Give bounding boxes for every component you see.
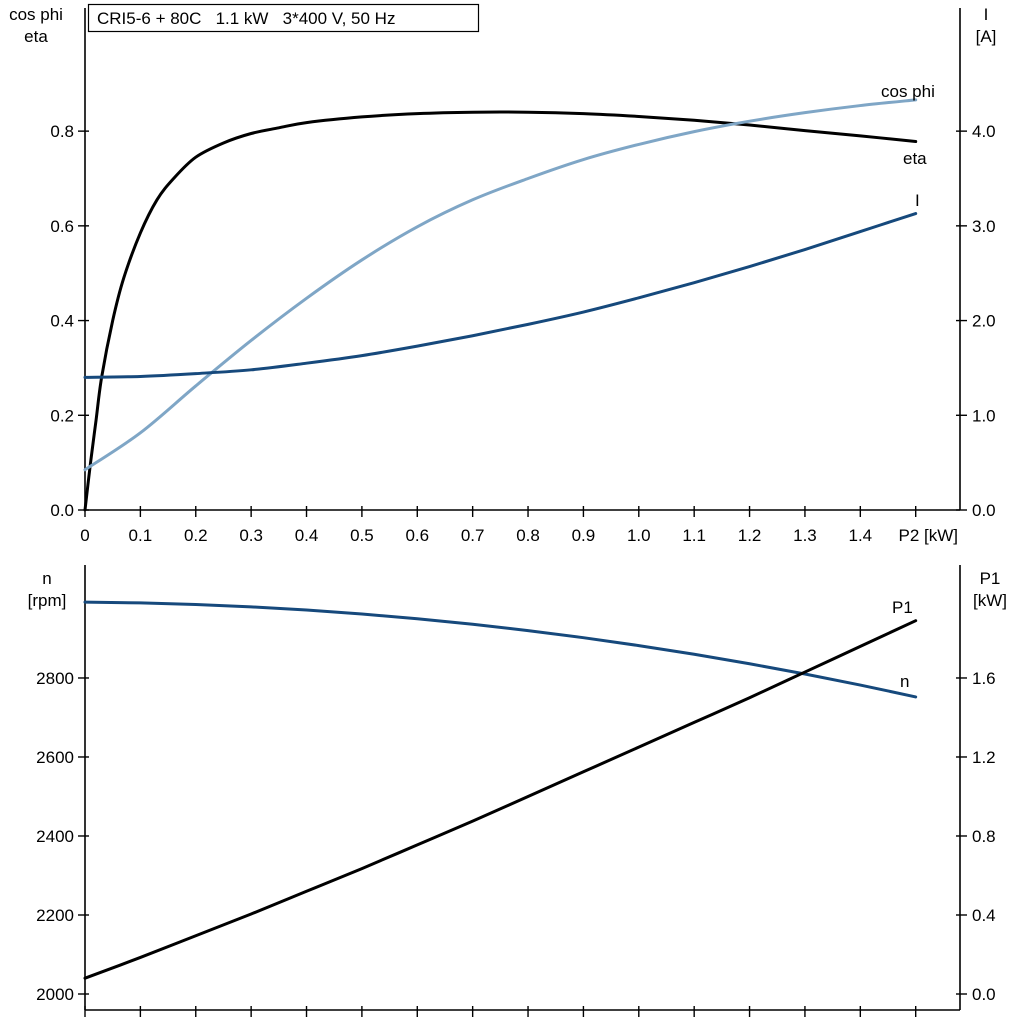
bottom-right-axis-title-line1: P1 (980, 569, 1001, 588)
x-tick-label: 0.5 (350, 526, 374, 545)
x-tick-label: 0.8 (516, 526, 540, 545)
cos-phi-curve-label: cos phi (881, 82, 935, 101)
left-tick-label: 0.6 (50, 217, 74, 236)
right-tick-label: 1.2 (972, 748, 996, 767)
right-tick-label: 2.0 (972, 312, 996, 331)
top-right-axis-title-line1: I (984, 5, 989, 24)
top-left-axis-title-line1: cos phi (9, 5, 63, 24)
left-tick-label: 0.4 (50, 312, 74, 331)
x-tick-label: 0 (80, 526, 89, 545)
left-tick-label: 2600 (36, 748, 74, 767)
top-chart: 0 0.1 0.2 0.3 0.4 0.5 0.6 0.7 0.8 0.9 1.0 1.1 1.2 1.3… (50, 8, 996, 545)
series-curve-speed (83, 600, 918, 699)
series-curve-current (83, 212, 918, 379)
x-tick-label: 1.2 (738, 526, 762, 545)
right-tick-label: 1.6 (972, 669, 996, 688)
current-curve-label: I (915, 191, 920, 210)
left-tick-label: 2800 (36, 669, 74, 688)
eta-curve-label: eta (903, 149, 927, 168)
x-tick-label: 0.2 (184, 526, 208, 545)
right-tick-label: 0.0 (972, 985, 996, 1004)
x-tick-label: 0.6 (405, 526, 429, 545)
left-tick-label: 0.8 (50, 122, 74, 141)
x-tick-label: 0.1 (129, 526, 153, 545)
right-tick-label: 0.0 (972, 501, 996, 520)
speed-curve-label: n (900, 672, 909, 691)
right-tick-label: 3.0 (972, 217, 996, 236)
x-axis-unit-label: P2 [kW] (898, 526, 958, 545)
series-curve-cos-phi (83, 98, 918, 472)
x-tick-label: 0.9 (572, 526, 596, 545)
left-tick-label: 2400 (36, 827, 74, 846)
right-tick-label: 1.0 (972, 406, 996, 425)
x-tick-label: 0.7 (461, 526, 485, 545)
bottom-chart: 2000 2200 2400 2600 2800 0.0 0.4 0.8 1.2 1.6 (36, 565, 996, 1017)
series-curve-eta (83, 110, 918, 512)
chart-title: CRI5-6 + 80C 1.1 kW 3*400 V, 50 Hz (97, 9, 395, 28)
series-curve-p1 (83, 619, 918, 980)
x-tick-label: 1.3 (793, 526, 817, 545)
left-tick-label: 0.2 (50, 406, 74, 425)
top-left-axis-title-line2: eta (24, 27, 48, 46)
left-tick-label: 2200 (36, 906, 74, 925)
bottom-left-axis-title-line1: n (42, 569, 51, 588)
x-tick-label: 0.3 (239, 526, 263, 545)
bottom-right-axis-title-line2: [kW] (973, 591, 1007, 610)
left-tick-label: 2000 (36, 985, 74, 1004)
x-tick-label: 1.4 (848, 526, 872, 545)
p1-curve-label: P1 (892, 598, 913, 617)
x-tick-label: 1.0 (627, 526, 651, 545)
x-tick-label: 0.4 (295, 526, 319, 545)
right-tick-label: 4.0 (972, 122, 996, 141)
left-tick-label: 0.0 (50, 501, 74, 520)
chart-title-box (87, 3, 480, 33)
top-right-axis-title-line2: [A] (976, 27, 997, 46)
right-tick-label: 0.4 (972, 906, 996, 925)
right-tick-label: 0.8 (972, 827, 996, 846)
x-tick-label: 1.1 (682, 526, 706, 545)
bottom-left-axis-title-line2: [rpm] (28, 591, 67, 610)
